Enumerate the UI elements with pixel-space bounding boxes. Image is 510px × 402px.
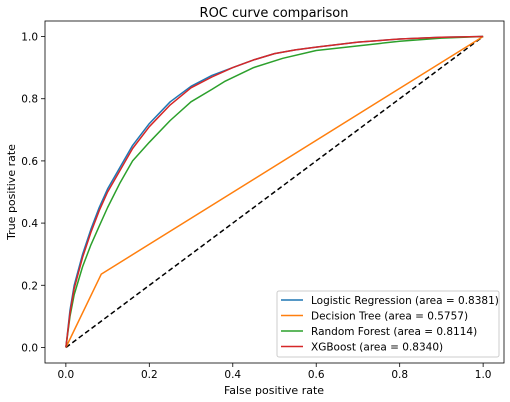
y-tick-label: 0.8 [21, 94, 38, 106]
legend-box [276, 290, 500, 358]
lines-layer [65, 35, 484, 349]
legend: Logistic Regression (area = 0.8381) Decis… [276, 290, 500, 358]
x-tick-label: 0.2 [141, 369, 158, 381]
legend-label-0: Logistic Regression (area = 0.8381) [311, 295, 499, 307]
y-axis-label: True positive rate [5, 144, 18, 241]
x-axis-label: False positive rate [224, 384, 324, 397]
y-tick-label: 0.4 [21, 218, 38, 230]
x-tick-label: 0.0 [58, 369, 75, 381]
y-tick-label: 0.2 [21, 280, 38, 292]
series-line-2 [65, 35, 484, 348]
legend-label-1: Decision Tree (area = 0.5757) [311, 311, 468, 323]
x-tick-label: 0.8 [391, 369, 408, 381]
chance-reference-line [65, 35, 484, 349]
y-tick-label: 0.6 [21, 156, 38, 168]
chart-title: ROC curve comparison [200, 6, 349, 21]
x-tick-label: 1.0 [475, 369, 492, 381]
x-tick-label: 0.4 [224, 369, 241, 381]
series-line-1 [65, 35, 484, 348]
x-tick-label: 0.6 [308, 369, 325, 381]
legend-label-2: Random Forest (area = 0.8114) [311, 326, 477, 338]
y-tick-label: 1.0 [21, 32, 38, 44]
ticks-layer: 0.0 0.2 0.4 0.6 0.8 1.0 0.0 0.2 0.4 0.6 0.8 1.0 [21, 32, 491, 381]
y-tick-label: 0.0 [21, 342, 38, 354]
series-line-3 [65, 35, 484, 348]
legend-label-3: XGBoost (area = 0.8340) [311, 342, 443, 354]
